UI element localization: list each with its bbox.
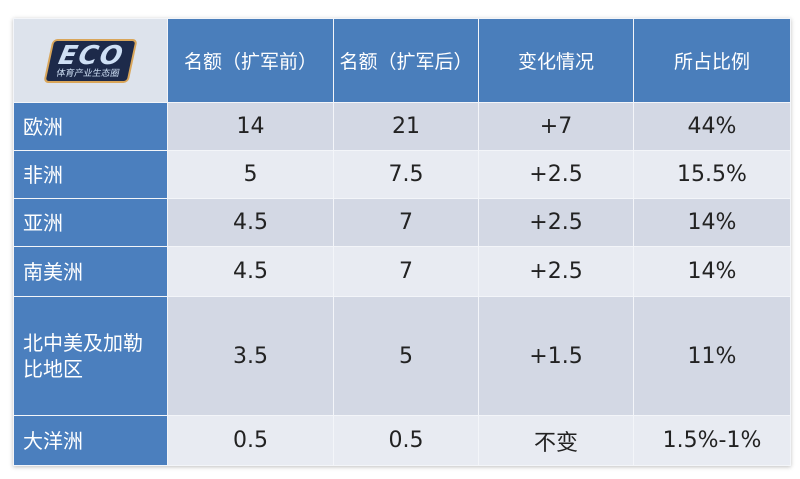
quota-table: ECO 体育产业生态圈 名额（扩军前） 名额（扩军后） 变化情况 所占比例 欧洲… [13, 18, 791, 466]
change-cell: +1.5 [478, 296, 634, 416]
table-row: 南美洲 4.5 7 +2.5 14% [13, 246, 791, 297]
region-cell: 大洋洲 [13, 415, 168, 466]
region-cell: 南美洲 [13, 246, 168, 297]
change-cell: +2.5 [478, 198, 634, 247]
header-change: 变化情况 [478, 18, 634, 103]
region-cell: 非洲 [13, 150, 168, 199]
before-cell: 4.5 [167, 198, 334, 247]
share-cell: 15.5% [633, 150, 791, 199]
after-cell: 21 [333, 102, 479, 151]
share-cell: 11% [633, 296, 791, 416]
change-cell: 不变 [478, 415, 634, 466]
table-row: 北中美及加勒比地区 3.5 5 +1.5 11% [13, 296, 791, 416]
change-cell: +7 [478, 102, 634, 151]
before-cell: 3.5 [167, 296, 334, 416]
header-row: ECO 体育产业生态圈 名额（扩军前） 名额（扩军后） 变化情况 所占比例 [13, 18, 791, 103]
table-row: 亚洲 4.5 7 +2.5 14% [13, 198, 791, 247]
region-cell: 北中美及加勒比地区 [13, 296, 168, 416]
share-cell: 14% [633, 246, 791, 297]
eco-logo: ECO 体育产业生态圈 [43, 38, 138, 83]
change-cell: +2.5 [478, 150, 634, 199]
after-cell: 7.5 [333, 150, 479, 199]
header-before: 名额（扩军前） [167, 18, 334, 103]
region-cell: 欧洲 [13, 102, 168, 151]
header-share: 所占比例 [633, 18, 791, 103]
before-cell: 0.5 [167, 415, 334, 466]
after-cell: 5 [333, 296, 479, 416]
before-cell: 14 [167, 102, 334, 151]
table-row: 欧洲 14 21 +7 44% [13, 102, 791, 151]
after-cell: 7 [333, 246, 479, 297]
table-row: 非洲 5 7.5 +2.5 15.5% [13, 150, 791, 199]
before-cell: 5 [167, 150, 334, 199]
share-cell: 1.5%-1% [633, 415, 791, 466]
share-cell: 44% [633, 102, 791, 151]
region-cell: 亚洲 [13, 198, 168, 247]
share-cell: 14% [633, 198, 791, 247]
after-cell: 0.5 [333, 415, 479, 466]
before-cell: 4.5 [167, 246, 334, 297]
change-cell: +2.5 [478, 246, 634, 297]
after-cell: 7 [333, 198, 479, 247]
table-row: 大洋洲 0.5 0.5 不变 1.5%-1% [13, 415, 791, 466]
header-after: 名额（扩军后） [333, 18, 479, 103]
logo-cell: ECO 体育产业生态圈 [13, 18, 168, 103]
